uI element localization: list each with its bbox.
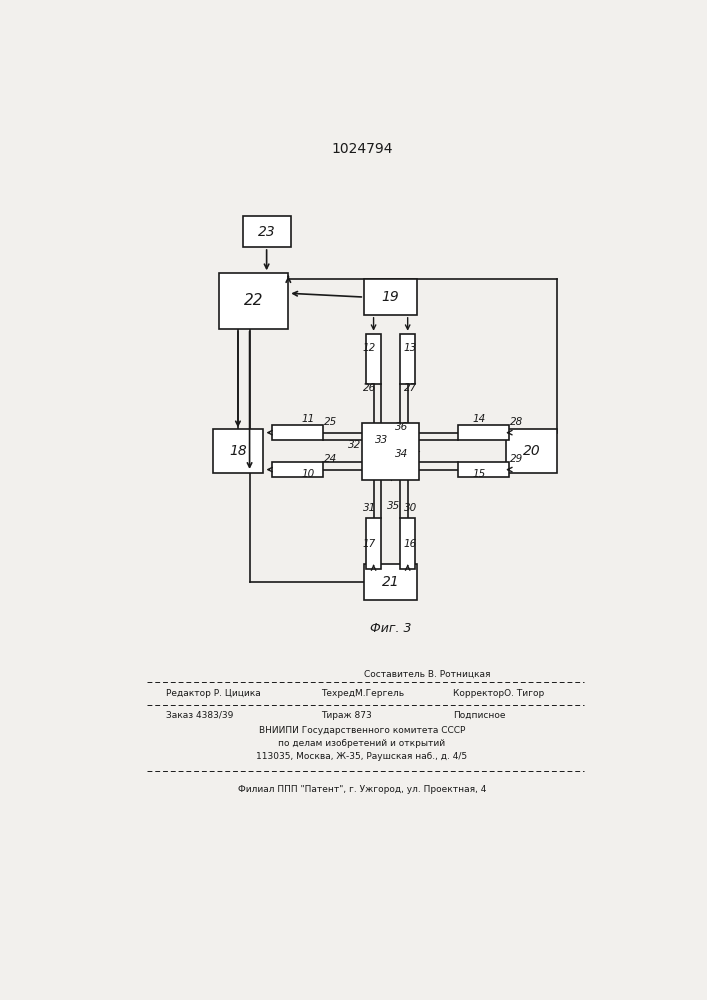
Text: 31: 31 <box>363 503 376 513</box>
Bar <box>218 273 288 329</box>
Text: Подписное: Подписное <box>452 711 505 720</box>
Text: 17: 17 <box>363 539 376 549</box>
Bar <box>366 334 381 384</box>
Bar <box>272 425 323 440</box>
Text: Редактор Р. Цицика: Редактор Р. Цицика <box>166 689 261 698</box>
Text: 16: 16 <box>404 539 417 549</box>
Text: 19: 19 <box>382 290 399 304</box>
Bar <box>364 279 417 315</box>
Text: 33: 33 <box>375 435 388 445</box>
Text: 32: 32 <box>348 440 361 450</box>
Text: 34: 34 <box>395 449 409 459</box>
Bar <box>364 564 417 600</box>
Text: по делам изобретений и открытий: по делам изобретений и открытий <box>279 739 445 748</box>
Text: 28: 28 <box>510 417 524 427</box>
Text: 11: 11 <box>301 414 315 424</box>
Text: 24: 24 <box>325 454 338 464</box>
Bar <box>366 518 381 569</box>
Text: 35: 35 <box>387 501 400 511</box>
Text: 21: 21 <box>382 575 399 589</box>
Text: Тираж 873: Тираж 873 <box>321 711 372 720</box>
Text: Заказ 4383/39: Заказ 4383/39 <box>166 711 233 720</box>
Text: 30: 30 <box>404 503 417 513</box>
Text: 12: 12 <box>363 343 376 353</box>
Bar <box>400 518 416 569</box>
Bar <box>458 462 509 477</box>
Bar <box>243 216 291 247</box>
Text: 113035, Москва, Ж-35, Раушская наб., д. 4/5: 113035, Москва, Ж-35, Раушская наб., д. … <box>257 752 467 761</box>
Bar <box>506 429 557 473</box>
Text: 14: 14 <box>473 414 486 424</box>
Bar <box>272 462 323 477</box>
Text: 36: 36 <box>395 422 409 432</box>
Bar <box>400 334 416 384</box>
Text: КорректорО. Тигор: КорректорО. Тигор <box>452 689 544 698</box>
Text: 27: 27 <box>404 383 417 393</box>
Text: 18: 18 <box>229 444 247 458</box>
Text: Филиал ППП "Патент", г. Ужгород, ул. Проектная, 4: Филиал ППП "Патент", г. Ужгород, ул. Про… <box>238 785 486 794</box>
Bar <box>458 425 509 440</box>
Text: 25: 25 <box>325 417 338 427</box>
Text: ТехредМ.Гергель: ТехредМ.Гергель <box>321 689 404 698</box>
Text: 13: 13 <box>404 343 417 353</box>
Text: Составитель В. Ротницкая: Составитель В. Ротницкая <box>363 670 490 679</box>
Text: 10: 10 <box>301 469 315 479</box>
Text: 23: 23 <box>258 225 276 239</box>
Text: 15: 15 <box>473 469 486 479</box>
Text: 26: 26 <box>363 383 376 393</box>
Text: ВНИИПИ Государственного комитета СССР: ВНИИПИ Государственного комитета СССР <box>259 726 465 735</box>
Text: 22: 22 <box>244 293 263 308</box>
Text: 1024794: 1024794 <box>331 142 392 156</box>
Bar <box>213 429 263 473</box>
Text: 20: 20 <box>522 444 541 458</box>
Text: 29: 29 <box>510 454 524 464</box>
Text: Фиг. 3: Фиг. 3 <box>370 622 411 635</box>
Bar <box>362 423 419 480</box>
